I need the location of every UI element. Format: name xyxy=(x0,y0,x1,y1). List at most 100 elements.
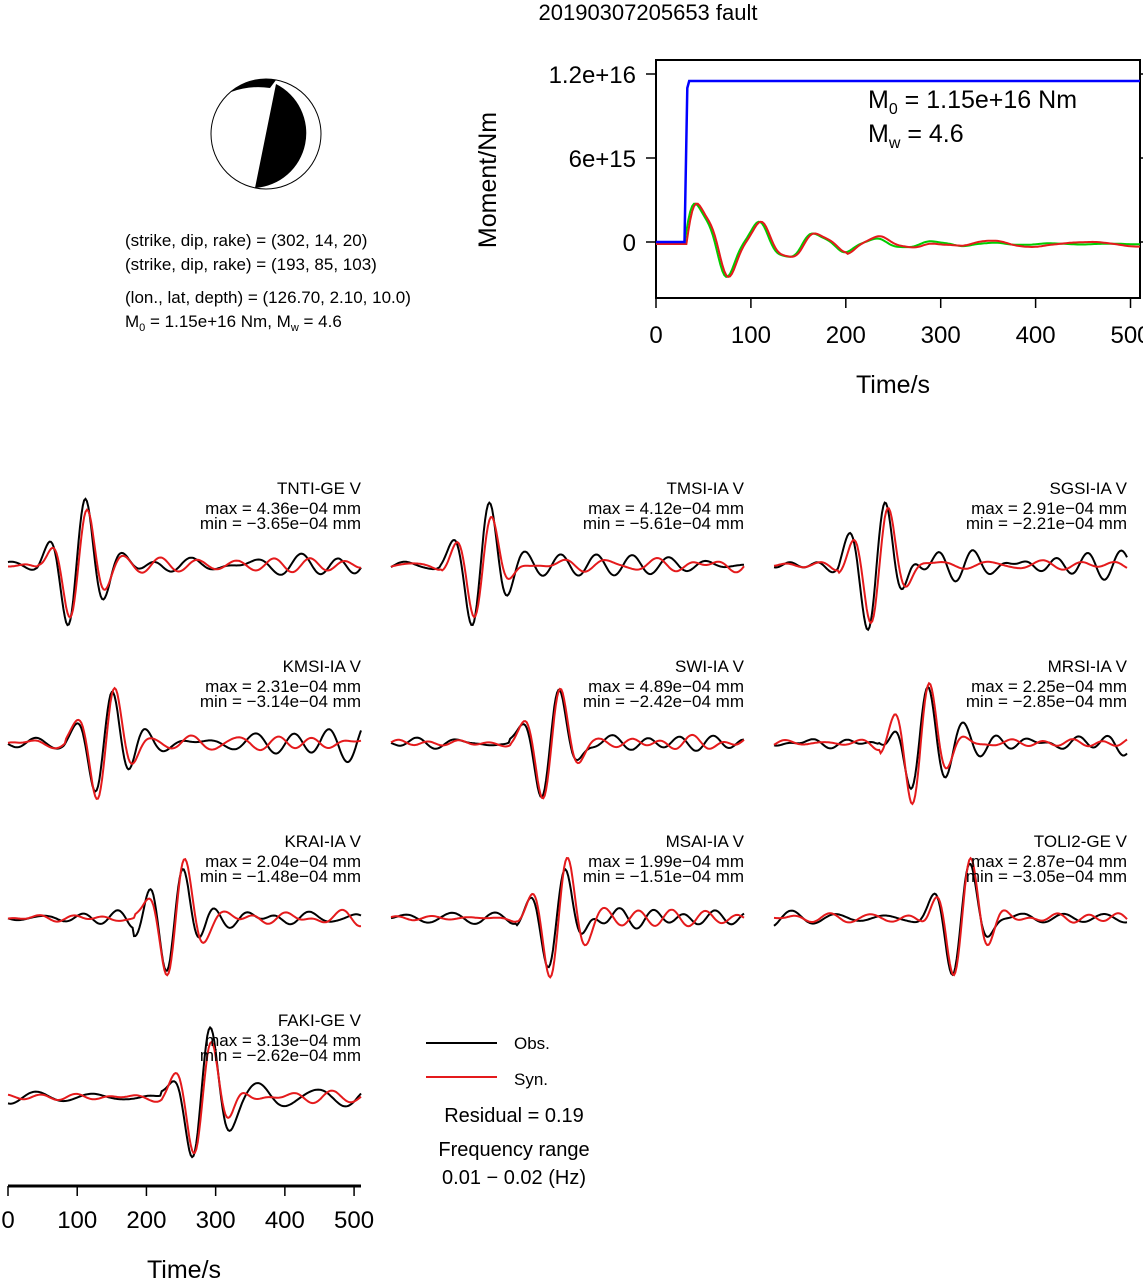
station-min: min = −3.65e−04 mm xyxy=(200,514,361,533)
waveform-x-tick-label: 100 xyxy=(57,1207,97,1234)
nodal-plane-2: (strike, dip, rake) = (193, 85, 103) xyxy=(125,255,377,274)
moment-x-tick-label: 300 xyxy=(921,322,961,349)
station-name: SWI-IA V xyxy=(675,657,745,676)
synthetic-trace xyxy=(773,856,1128,977)
event-magnitude: M0 = 1.15e+16 Nm, Mw = 4.6 xyxy=(125,312,342,334)
m0-symbol: M xyxy=(125,312,139,331)
station-max: max = 2.31e−04 mm xyxy=(205,677,361,696)
station-min: min = −1.48e−04 mm xyxy=(200,867,361,886)
moment-series-0 xyxy=(656,79,1140,244)
moment-y-tick-label: 6e+15 xyxy=(569,146,636,173)
station-max: max = 3.13e−04 mm xyxy=(205,1031,361,1050)
synthetic-trace xyxy=(773,507,1128,625)
moment-y-axis-label: Moment/Nm xyxy=(474,112,502,248)
station-name: MSAI-IA V xyxy=(666,832,745,851)
station-min: min = −3.05e−04 mm xyxy=(966,867,1127,886)
moment-y-tick-label: 0 xyxy=(623,230,636,257)
observed-trace xyxy=(7,497,362,627)
moment-x-tick-label: 100 xyxy=(731,322,771,349)
event-info: (strike, dip, rake) = (302, 14, 20) (str… xyxy=(125,231,411,334)
observed-trace xyxy=(7,690,362,793)
station-name: FAKI-GE V xyxy=(278,1011,362,1030)
station-name: TOLI2-GE V xyxy=(1034,832,1128,851)
observed-trace xyxy=(390,501,745,627)
moment-x-tick-label: 0 xyxy=(649,322,662,349)
nodal-plane-1: (strike, dip, rake) = (302, 14, 20) xyxy=(125,231,367,250)
moment-x-axis-label: Time/s xyxy=(856,371,930,399)
observed-trace xyxy=(773,501,1128,632)
synthetic-trace xyxy=(390,516,745,619)
moment-x-tick-label: 400 xyxy=(1016,322,1056,349)
station-max: max = 2.91e−04 mm xyxy=(971,499,1127,518)
frequency-range-value: 0.01 − 0.02 (Hz) xyxy=(442,1167,586,1189)
mw-text: = 4.6 xyxy=(299,312,342,331)
station-max: max = 4.89e−04 mm xyxy=(588,677,744,696)
synthetic-trace xyxy=(7,857,362,977)
synthetic-trace xyxy=(773,681,1128,806)
waveform-x-axis-label: Time/s xyxy=(147,1256,221,1281)
synthetic-trace xyxy=(8,508,362,619)
observed-trace xyxy=(390,868,745,969)
moment-y-tick-label: 1.2e+16 xyxy=(549,62,636,89)
moment-x-tick-label: 500 xyxy=(1110,322,1143,349)
frequency-range-title: Frequency range xyxy=(438,1139,589,1161)
m0-text: = 1.15e+16 Nm, M xyxy=(145,312,291,331)
station-max: max = 4.36e−04 mm xyxy=(205,499,361,518)
station-min: min = −1.51e−04 mm xyxy=(583,867,744,886)
waveform-x-tick-label: 0 xyxy=(1,1207,14,1234)
station-min: min = −2.62e−04 mm xyxy=(200,1046,361,1065)
annotation-mw-symbol: M xyxy=(868,120,889,148)
waveform-x-tick-label: 300 xyxy=(196,1207,236,1234)
annotation-mw-value: = 4.6 xyxy=(900,120,963,148)
station-name: TMSI-IA V xyxy=(667,479,745,498)
station-min: min = −3.14e−04 mm xyxy=(200,692,361,711)
station-max: max = 1.99e−04 mm xyxy=(588,852,744,871)
waveform-x-tick-label: 500 xyxy=(334,1207,374,1234)
legend-syn-label: Syn. xyxy=(514,1070,548,1089)
station-name: MRSI-IA V xyxy=(1048,657,1128,676)
moment-plot-frame xyxy=(655,59,1141,299)
moment-x-tick-label: 200 xyxy=(826,322,866,349)
station-min: min = −2.21e−04 mm xyxy=(966,514,1127,533)
annotation-m0-symbol: M xyxy=(868,86,889,114)
waveform-x-tick-label: 400 xyxy=(265,1207,305,1234)
beachball-small-quadrant xyxy=(231,79,276,92)
station-name: TNTI-GE V xyxy=(277,479,362,498)
mw-subscript: w xyxy=(290,322,299,334)
annotation-m0-subscript: 0 xyxy=(889,101,898,118)
event-location: (lon., lat, depth) = (126.70, 2.10, 10.0… xyxy=(125,288,411,307)
annotation-mw-subscript: w xyxy=(888,135,901,152)
station-min: min = −5.61e−04 mm xyxy=(583,514,744,533)
waveform-x-axis: Time/s 0 100 200 300 400 500 xyxy=(1,1184,374,1281)
moment-plot: 010020030040050006e+151.2e+16 M0 = 1.15e… xyxy=(474,59,1143,399)
moment-annotation-mw: Mw = 4.6 xyxy=(868,120,964,152)
station-min: min = −2.42e−04 mm xyxy=(583,692,744,711)
station-max: max = 2.04e−04 mm xyxy=(205,852,361,871)
m0-subscript: 0 xyxy=(139,322,145,334)
figure-title: 20190307205653 fault xyxy=(539,0,758,25)
station-name: KMSI-IA V xyxy=(283,657,362,676)
synthetic-trace xyxy=(7,1040,362,1155)
station-name: SGSI-IA V xyxy=(1050,479,1128,498)
annotation-m0-value: = 1.15e+16 Nm xyxy=(898,86,1077,114)
moment-annotation-m0: M0 = 1.15e+16 Nm xyxy=(868,86,1077,118)
legend-obs-label: Obs. xyxy=(514,1034,550,1053)
station-name: KRAI-IA V xyxy=(284,832,361,851)
residual-label: Residual = 0.19 xyxy=(444,1105,584,1127)
moment-green-curve xyxy=(656,202,1140,279)
waveform-x-tick-label: 200 xyxy=(126,1207,166,1234)
station-max: max = 4.12e−04 mm xyxy=(588,499,744,518)
legend: Obs. Syn. Residual = 0.19 Frequency rang… xyxy=(426,1034,590,1189)
